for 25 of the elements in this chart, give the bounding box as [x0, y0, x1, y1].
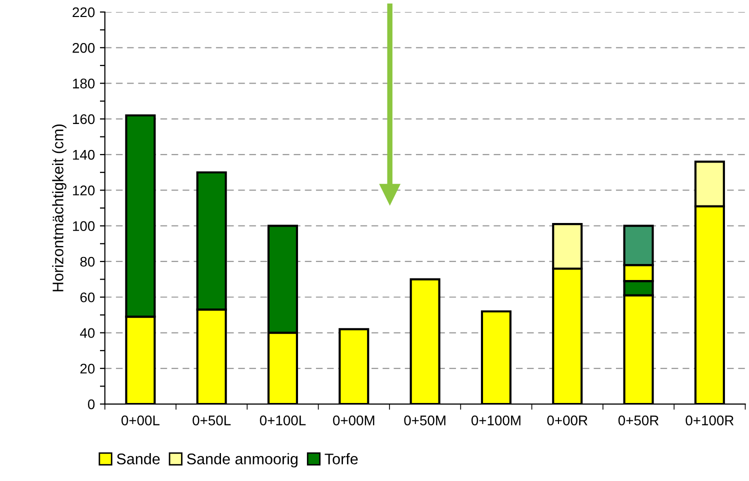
x-tick-label: 0+50M	[404, 416, 446, 426]
x-tick-label: 0+50R	[618, 416, 659, 426]
y-tick-label: 60	[80, 292, 95, 302]
y-tick-label: 20	[80, 364, 95, 374]
legend-label: Sande	[116, 453, 160, 464]
y-tick-label: 40	[80, 328, 95, 338]
y-tick-label: 120	[73, 186, 95, 196]
y-tick-label: 180	[73, 78, 95, 88]
y-tick-label: 100	[73, 221, 95, 232]
x-tick-label: 0+00R	[547, 416, 588, 426]
y-tick-label: 140	[73, 150, 95, 160]
y-tick-label: 0	[88, 399, 95, 410]
x-tick-label: 0+00M	[333, 416, 374, 426]
y-tick-label: 200	[72, 42, 95, 53]
x-tick-label: 0+100M	[471, 416, 520, 426]
x-tick-label: 0+50L	[192, 416, 231, 426]
x-tick-label: 0+100L	[260, 416, 306, 426]
y-tick-label: 160	[73, 114, 95, 124]
x-tick-label: 0+00L	[121, 416, 160, 426]
legend-label: Torfe	[324, 453, 358, 464]
y-axis-title: Horizontmächtigkeit (cm)	[52, 124, 66, 292]
legend-label: Sande anmoorig	[187, 453, 298, 468]
y-tick-label: 80	[80, 256, 95, 267]
x-tick-label: 0+100R	[686, 416, 734, 426]
y-tick-label: 220	[72, 7, 95, 18]
